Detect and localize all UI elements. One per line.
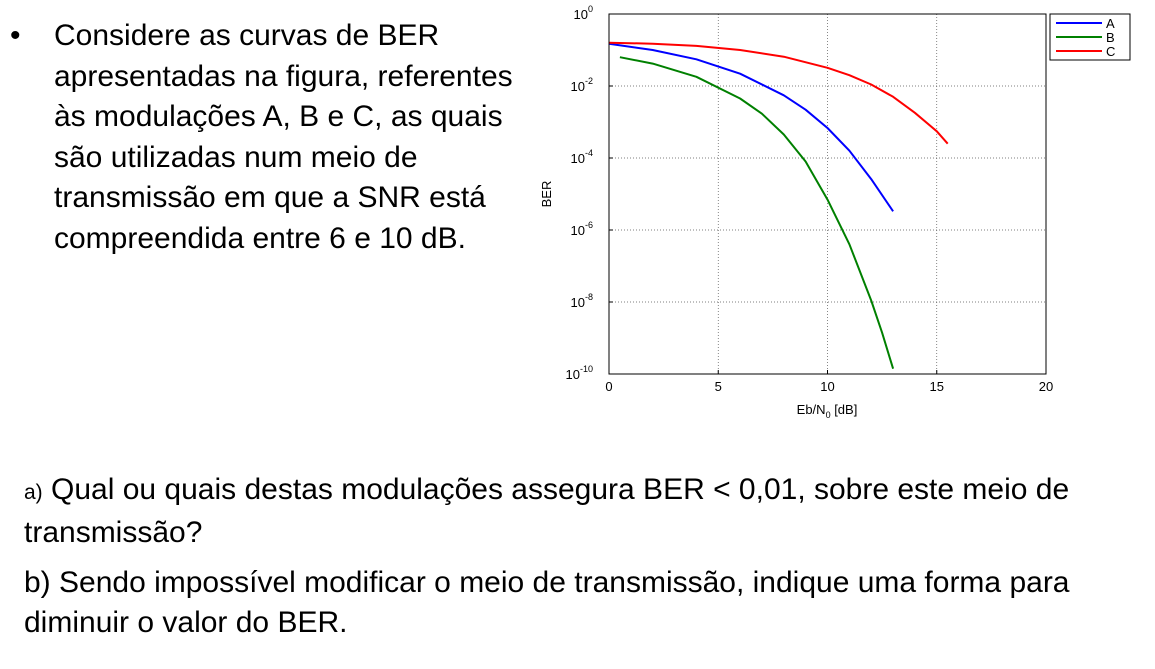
x-tick-label: 0	[605, 379, 612, 394]
y-tick-label: 10-4	[571, 148, 593, 166]
x-tick-label: 10	[820, 379, 834, 394]
question-a-text: Qual ou quais destas modulações assegura…	[24, 473, 1070, 549]
question-a-marker: a)	[24, 481, 43, 504]
question-a: a) Qual ou quais destas modulações asseg…	[24, 470, 1149, 553]
series-line-c	[608, 41, 949, 145]
chart-legend: ABC	[1049, 13, 1131, 61]
series-line-b	[619, 56, 895, 369]
bullet-marker: •	[10, 19, 21, 52]
bullet-text: Considere as curvas de BER apresentadas …	[54, 19, 513, 255]
y-axis-label: BER	[539, 181, 554, 208]
question-b: b) Sendo impossível modificar o meio de …	[24, 566, 1070, 639]
y-tick-label: 10-2	[571, 76, 593, 94]
ber-chart: 0 5 10 15 20 100 10-2 10-4 10-6 10-8 10-10 BER Eb/…	[539, 4, 1131, 420]
x-tick-label: 5	[715, 379, 722, 394]
x-axis-label: Eb/N0 [dB]	[797, 402, 858, 420]
legend-label-b: B	[1106, 30, 1115, 45]
y-tick-label: 10-8	[571, 292, 593, 310]
y-tick-label: 100	[574, 4, 593, 22]
legend-label-a: A	[1106, 16, 1115, 31]
x-tick-label: 20	[1039, 379, 1053, 394]
y-tick-label: 10-6	[571, 220, 593, 238]
x-tick-label: 15	[930, 379, 944, 394]
questions: a) Qual ou quais destas modulações asseg…	[24, 470, 1149, 653]
ber-figure: 0 5 10 15 20 100 10-2 10-4 10-6 10-8 10-10 BER Eb/…	[535, 0, 1135, 430]
y-tick-label: 10-10	[566, 364, 593, 382]
series-line-a	[608, 42, 894, 212]
legend-label-c: C	[1106, 44, 1115, 59]
